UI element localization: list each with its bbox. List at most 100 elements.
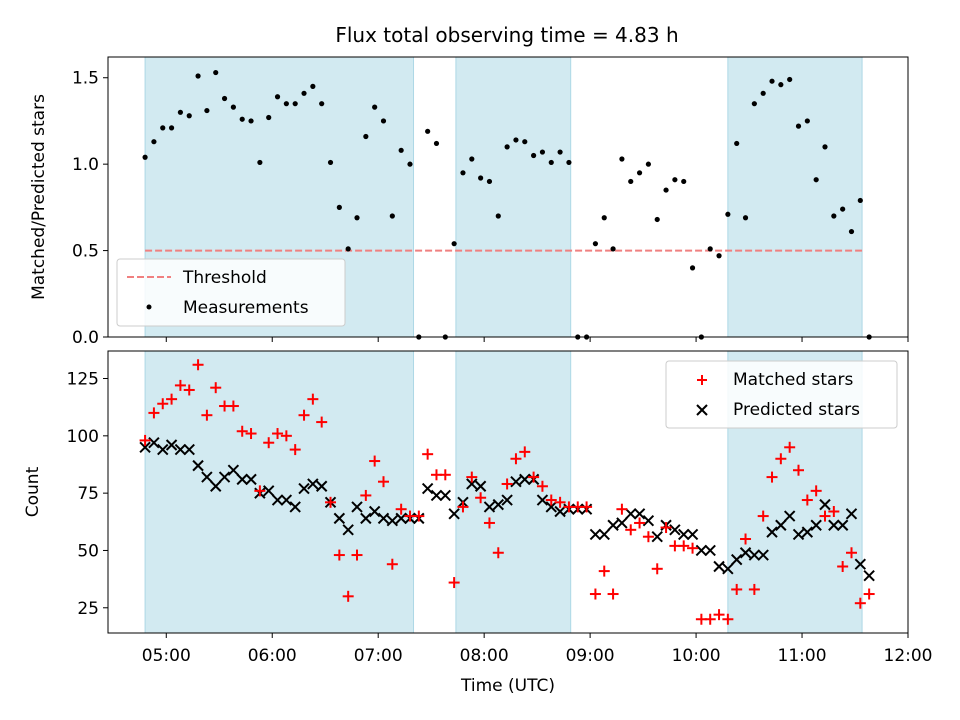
predicted-star-point <box>554 505 566 518</box>
y-tick-label: 0.0 <box>72 328 99 348</box>
measurement-point <box>204 107 210 114</box>
x-tick-label: 07:00 <box>354 646 403 666</box>
measurement-point <box>592 241 599 247</box>
measurement-point <box>857 197 863 204</box>
measurement-point <box>407 161 413 167</box>
matched-star-point <box>545 494 557 506</box>
measurement-point <box>266 114 272 121</box>
measurement-point <box>274 94 281 100</box>
measurement-point <box>804 118 810 124</box>
predicted-star-point <box>430 489 443 502</box>
predicted-star-point <box>139 441 151 453</box>
measurement-point <box>301 90 307 96</box>
predicted-star-point <box>607 519 619 531</box>
x-tick-label: 08:00 <box>460 646 509 666</box>
measurement-point <box>654 216 660 223</box>
predicted-star-point <box>448 508 460 520</box>
predicted-star-point <box>536 494 549 506</box>
matched-stars-points <box>139 359 875 625</box>
bottom-legend: Matched stars Predicted stars <box>665 360 898 429</box>
matched-star-point <box>254 485 266 497</box>
matched-star-point <box>616 503 628 515</box>
measurement-point <box>539 149 546 155</box>
y-tick-label: 1.0 <box>72 155 99 175</box>
measurement-point <box>213 69 219 76</box>
matched-star-point <box>483 517 495 529</box>
top-panel: 0.0 0.5 1.0 1.5 Matched/Predicted stars Thr… <box>29 56 909 348</box>
matched-star-point <box>422 448 434 460</box>
matched-star-point <box>201 409 213 421</box>
measurement-point <box>168 125 175 131</box>
measurement-point <box>425 128 431 134</box>
matched-star-point <box>289 444 301 456</box>
bottom-shaded-intervals <box>144 350 863 634</box>
predicted-star-point <box>174 443 187 456</box>
measurement-point <box>619 156 625 162</box>
matched-star-point <box>448 577 460 589</box>
measurement-point <box>177 109 184 115</box>
legend-matched-swatch <box>697 375 707 385</box>
matched-star-point <box>642 531 654 543</box>
bottom-ylabel: Count <box>23 466 43 517</box>
matched-star-point <box>227 400 239 412</box>
measurement-point <box>363 133 369 140</box>
matched-star-point <box>263 437 275 449</box>
measurement-point <box>848 228 855 235</box>
measurement-point <box>160 125 166 131</box>
predicted-star-point <box>713 560 725 573</box>
predicted-star-point <box>466 478 478 490</box>
y-tick-label: 75 <box>77 484 99 504</box>
predicted-star-point <box>863 569 875 582</box>
predicted-star-point <box>227 464 240 476</box>
matched-star-point <box>801 494 813 506</box>
measurement-point <box>813 177 819 183</box>
matched-star-point <box>236 425 248 437</box>
top-legend: Threshold Measurements <box>116 258 346 327</box>
measurement-point <box>327 159 334 166</box>
predicted-star-point <box>148 437 160 449</box>
legend-matched-label: Matched stars <box>733 370 853 390</box>
measurement-point <box>239 116 245 122</box>
predicted-star-point <box>395 512 407 525</box>
predicted-star-point <box>792 528 805 541</box>
predicted-star-point <box>836 519 849 531</box>
matched-star-point <box>748 583 760 595</box>
predicted-star-point <box>783 510 796 522</box>
measurement-point <box>257 159 263 166</box>
measurement-point <box>389 213 395 219</box>
predicted-star-point <box>722 563 734 575</box>
predicted-star-point <box>271 494 284 506</box>
matched-star-point <box>607 588 619 600</box>
chart-title: Flux total observing time = 4.83 h <box>335 23 678 47</box>
matched-star-point <box>272 428 284 440</box>
predicted-star-point <box>651 531 663 543</box>
shaded-interval <box>455 56 572 338</box>
measurement-point <box>495 213 501 219</box>
matched-star-point <box>625 524 637 536</box>
predicted-star-point <box>474 480 487 492</box>
matched-star-point <box>351 549 363 561</box>
predicted-star-point <box>307 478 319 490</box>
predicted-star-point <box>669 524 681 536</box>
predicted-star-point <box>678 528 690 541</box>
matched-star-point <box>854 597 866 609</box>
top-legend-box <box>116 258 346 327</box>
matched-star-point <box>342 590 354 602</box>
measurement-point <box>601 215 607 221</box>
measurement-point <box>566 159 572 166</box>
matched-star-point <box>722 613 734 625</box>
legend-measurements-swatch <box>146 304 152 310</box>
predicted-star-point <box>439 489 452 502</box>
measurement-point <box>769 78 775 84</box>
predicted-star-point <box>289 501 301 513</box>
matched-star-point <box>819 510 831 522</box>
matched-star-point <box>280 430 292 442</box>
matched-star-point <box>298 409 310 421</box>
predicted-star-point <box>333 512 346 525</box>
y-tick-label: 100 <box>67 427 99 447</box>
measurement-point <box>372 104 378 110</box>
predicted-star-point <box>616 517 628 529</box>
predicted-star-point <box>368 505 381 518</box>
predicted-star-point <box>192 459 204 472</box>
predicted-star-point <box>386 514 399 527</box>
